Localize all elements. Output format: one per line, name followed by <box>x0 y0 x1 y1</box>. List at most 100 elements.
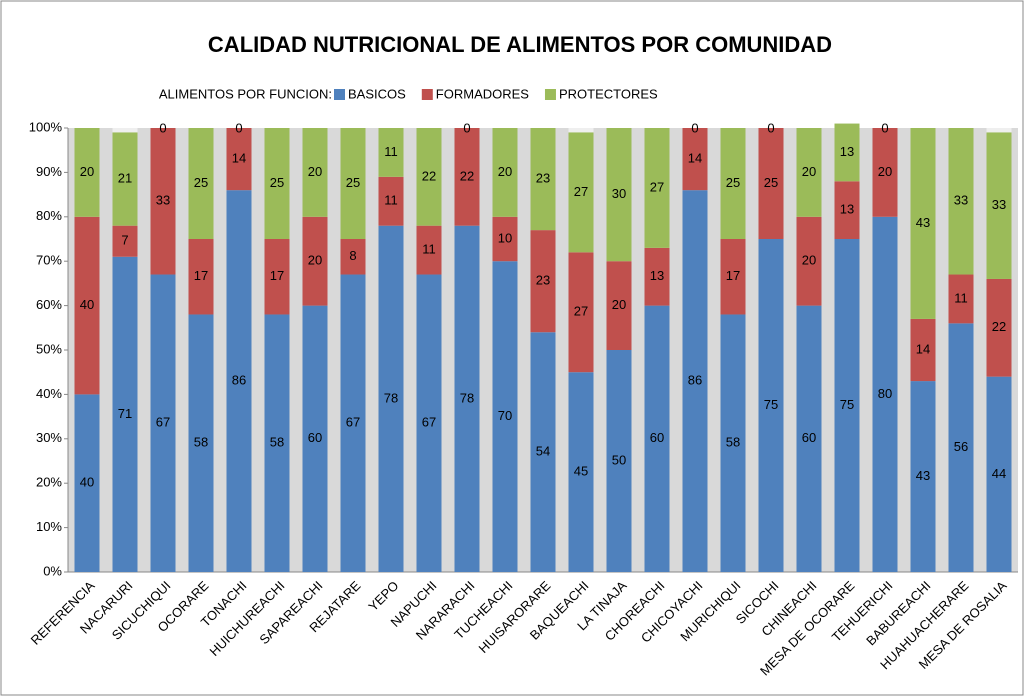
y-tick-label: 40% <box>36 386 62 401</box>
bar-segment <box>948 323 974 572</box>
data-label: 20 <box>80 164 94 179</box>
bar-segment <box>720 314 746 572</box>
data-label: 78 <box>384 390 398 405</box>
data-label: 0 <box>463 120 470 135</box>
bar-segment <box>530 332 556 572</box>
data-label: 20 <box>612 297 626 312</box>
bar-segment <box>530 128 556 231</box>
bar-segment <box>834 239 860 572</box>
y-tick-label: 30% <box>36 430 62 445</box>
legend-swatch <box>544 89 556 100</box>
data-label: 71 <box>118 406 132 421</box>
bar-segment <box>378 176 404 226</box>
data-label: 22 <box>992 319 1006 334</box>
data-label: 11 <box>422 242 436 257</box>
data-label: 11 <box>384 193 398 208</box>
data-label: 20 <box>802 253 816 268</box>
bar-segment <box>986 132 1012 279</box>
y-tick-label: 80% <box>36 208 62 223</box>
data-label: 45 <box>574 464 588 479</box>
data-label: 25 <box>346 175 360 190</box>
data-label: 44 <box>992 466 1006 481</box>
bar-segment <box>758 239 784 572</box>
bar-segment <box>568 372 594 572</box>
bar-segment <box>796 305 822 572</box>
data-label: 20 <box>878 164 892 179</box>
bar-segment <box>454 225 480 572</box>
data-label: 40 <box>80 297 94 312</box>
legend-swatch <box>421 89 433 100</box>
bar-segment <box>834 181 860 239</box>
data-label: 27 <box>574 304 588 319</box>
data-label: 0 <box>691 120 698 135</box>
data-label: 27 <box>574 184 588 199</box>
bar-segment <box>872 216 898 573</box>
bar-segment <box>910 318 936 382</box>
bar-segment <box>226 190 252 572</box>
bar-segment <box>796 128 822 217</box>
bar-segment <box>606 128 632 262</box>
bar-segment <box>682 190 708 572</box>
bar-segment <box>682 128 708 191</box>
bar-segment <box>872 128 898 217</box>
y-tick-label: 0% <box>43 563 62 578</box>
data-label: 33 <box>992 197 1006 212</box>
data-label: 40 <box>80 475 94 490</box>
data-label: 67 <box>422 415 436 430</box>
bar-segment <box>530 230 556 333</box>
bar-segment <box>568 252 594 373</box>
bar-segment <box>188 128 214 239</box>
data-label: 25 <box>194 175 208 190</box>
data-label: 7 <box>121 233 128 248</box>
bar-segment <box>416 225 442 275</box>
bar-segment <box>720 239 746 315</box>
bar-segment <box>986 376 1012 572</box>
bar-segment <box>340 239 366 275</box>
data-label: 25 <box>764 175 778 190</box>
bar-segment <box>378 128 404 177</box>
data-label: 11 <box>384 144 398 159</box>
data-label: 20 <box>308 253 322 268</box>
data-label: 0 <box>881 120 888 135</box>
legend-title: ALIMENTOS POR FUNCION: <box>159 86 332 101</box>
bar-segment <box>340 274 366 572</box>
data-label: 43 <box>916 215 930 230</box>
bar-segment <box>492 261 518 572</box>
legend-swatch <box>334 89 345 100</box>
bar-segment <box>834 123 860 182</box>
bar-segment <box>112 225 138 257</box>
bar-segment <box>492 128 518 217</box>
bar-segment <box>454 128 480 226</box>
data-label: 11 <box>954 290 968 305</box>
legend-label: FORMADORES <box>436 86 530 101</box>
data-label: 25 <box>270 175 284 190</box>
data-label: 86 <box>232 373 246 388</box>
chart-title: CALIDAD NUTRICIONAL DE ALIMENTOS POR COM… <box>208 32 832 57</box>
data-label: 17 <box>270 268 284 283</box>
data-label: 8 <box>349 248 356 263</box>
data-label: 56 <box>954 439 968 454</box>
bar-segment <box>986 278 1012 377</box>
bar-segment <box>302 216 328 306</box>
data-label: 0 <box>767 120 774 135</box>
data-label: 14 <box>232 151 246 166</box>
data-label: 60 <box>308 430 322 445</box>
data-label: 10 <box>498 230 512 245</box>
bar-segment <box>264 128 290 239</box>
bar-segment <box>644 128 670 248</box>
data-label: 14 <box>688 151 702 166</box>
bar-segment <box>74 128 100 217</box>
bar-segment <box>112 132 138 226</box>
data-label: 43 <box>916 468 930 483</box>
data-label: 20 <box>498 164 512 179</box>
bar-segment <box>948 128 974 275</box>
legend-label: PROTECTORES <box>559 86 658 101</box>
bar-segment <box>720 128 746 239</box>
data-label: 60 <box>802 430 816 445</box>
data-label: 17 <box>194 268 208 283</box>
bar-segment <box>644 305 670 572</box>
bar-segment <box>302 305 328 572</box>
bar-segment <box>188 314 214 572</box>
data-label: 75 <box>764 397 778 412</box>
